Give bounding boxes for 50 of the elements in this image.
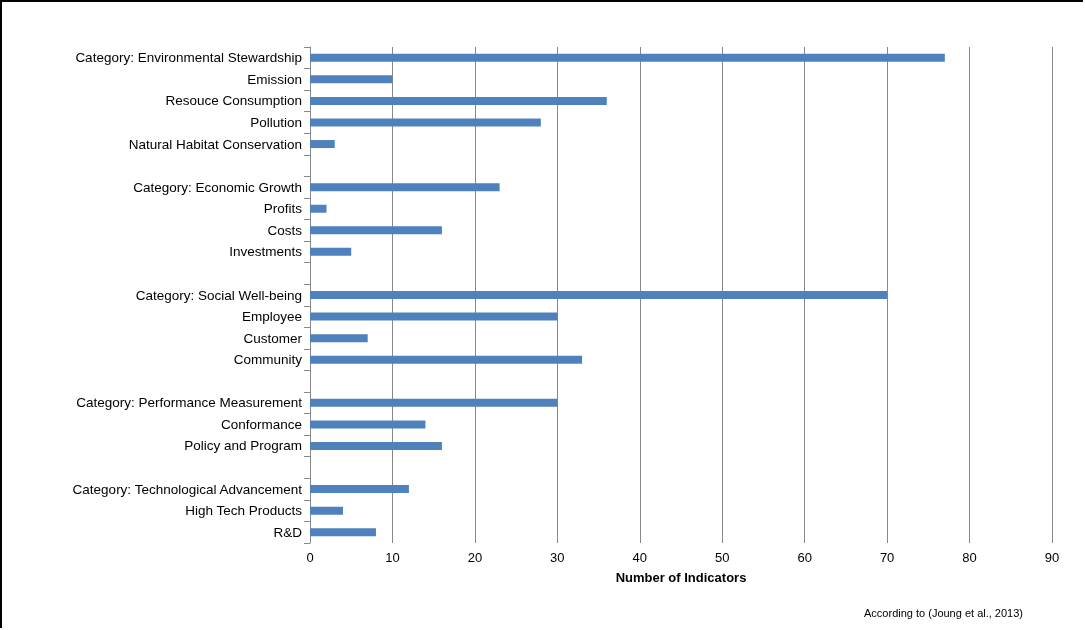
y-tick-label: Investments xyxy=(229,244,303,260)
bar xyxy=(310,226,442,235)
bar xyxy=(310,247,352,256)
bar xyxy=(310,96,607,105)
y-tick-label: Category: Performance Measurement xyxy=(76,395,303,411)
x-tick-label: 0 xyxy=(306,550,314,565)
x-tick-label: 20 xyxy=(467,550,483,565)
x-tick-label: 70 xyxy=(879,550,895,565)
y-tick-label: Conformance xyxy=(220,416,302,432)
y-tick-label: R&D xyxy=(273,524,303,540)
y-tick-label: Category: Technological Advancement xyxy=(72,481,303,497)
y-tick-label: Emission xyxy=(247,71,302,87)
y-tick-label: Category: Environmental Stewardship xyxy=(75,50,302,66)
bar xyxy=(310,398,558,407)
x-tick-label: 10 xyxy=(385,550,400,565)
x-tick-label: 30 xyxy=(550,550,565,565)
bar xyxy=(310,291,888,299)
y-tick-label: Community xyxy=(233,352,303,368)
y-tick-label: Policy and Program xyxy=(184,438,302,454)
y-tick-label: Category: Social Well-being xyxy=(135,287,302,303)
bar xyxy=(310,441,442,450)
bar xyxy=(310,312,558,321)
bar xyxy=(310,485,409,494)
bar xyxy=(310,204,327,213)
text: According to (Joung et al., 2013) xyxy=(864,606,1023,619)
bar xyxy=(310,420,426,429)
x-tick-label: 60 xyxy=(797,550,812,565)
bar xyxy=(310,53,945,62)
y-tick-label: Customer xyxy=(243,330,303,346)
bar xyxy=(310,75,393,84)
bar xyxy=(310,506,343,515)
bar xyxy=(310,355,583,364)
x-tick-label: 40 xyxy=(632,550,648,565)
bar xyxy=(310,183,500,192)
bar xyxy=(310,528,376,537)
y-tick-label: Profits xyxy=(263,201,303,217)
x-tick-label: 80 xyxy=(962,550,977,565)
y-tick-label: Pollution xyxy=(250,114,302,130)
y-tick-label: Natural Habitat Conservation xyxy=(128,136,302,152)
x-tick-label: 50 xyxy=(714,550,730,565)
y-tick-label: High Tech Products xyxy=(185,503,303,519)
y-tick-label: Resouce Consumption xyxy=(165,93,302,109)
bar xyxy=(310,140,335,149)
y-tick-label: Costs xyxy=(267,222,303,238)
x-axis-title: Number of Indicators xyxy=(615,570,747,585)
bar xyxy=(310,334,368,343)
x-tick-label: 90 xyxy=(1044,550,1060,565)
bar xyxy=(310,118,541,127)
y-tick-label: Employee xyxy=(241,309,302,325)
y-tick-label: Category: Economic Growth xyxy=(133,179,302,195)
